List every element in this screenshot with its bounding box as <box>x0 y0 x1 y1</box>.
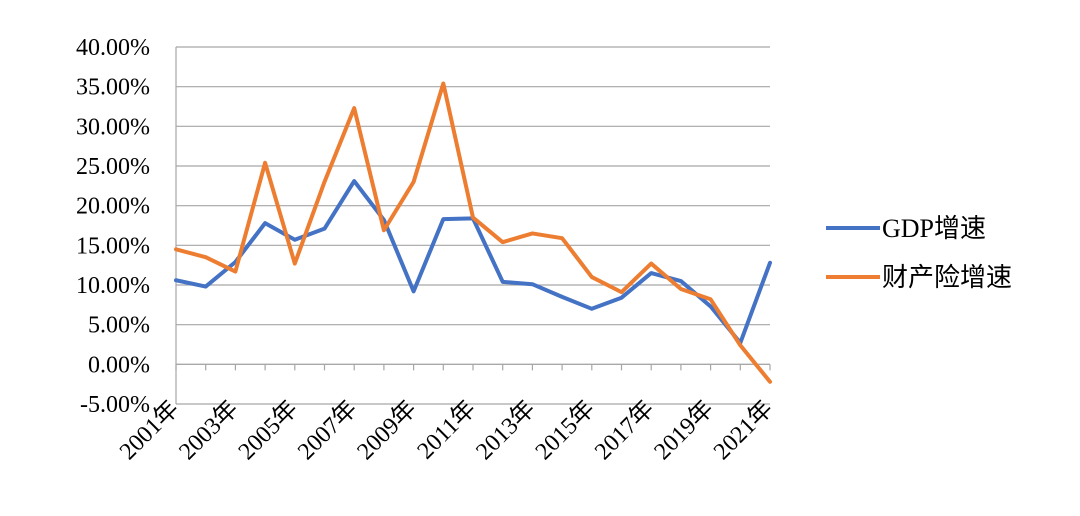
y-tick-label: 10.00% <box>76 273 150 299</box>
y-tick-label: 20.00% <box>76 194 150 220</box>
x-tick-label: 2019年 <box>649 395 719 465</box>
x-tick-label: 2017年 <box>589 395 659 465</box>
legend-label: GDP增速 <box>882 214 986 243</box>
x-tick-label: 2015年 <box>530 395 600 465</box>
x-tick-label: 2021年 <box>708 395 778 465</box>
legend-label: 财产险增速 <box>882 263 1012 292</box>
x-tick-label: 2005年 <box>233 395 303 465</box>
series-1 <box>174 81 772 384</box>
y-tick-label: 15.00% <box>76 233 150 259</box>
y-tick-label: -5.00% <box>80 392 150 418</box>
y-tick-label: 30.00% <box>76 114 150 140</box>
y-tick-label: 35.00% <box>76 75 150 101</box>
x-tick-label: 2003年 <box>174 395 244 465</box>
y-axis-ticks: 40.00% 35.00% 30.00% 25.00% 20.00% 15.00% 10.0… <box>76 35 150 418</box>
series-line <box>174 81 772 384</box>
y-tick-label: 40.00% <box>76 35 150 61</box>
x-tick-label: 2011年 <box>412 395 481 464</box>
x-axis-ticks: 2001年2003年2005年2007年2009年2011年2013年2015年… <box>114 395 778 465</box>
axes <box>175 47 771 404</box>
x-tick-label: 2013年 <box>471 395 541 465</box>
y-tick-label: 25.00% <box>76 154 150 180</box>
y-tick-label: 0.00% <box>88 352 150 378</box>
x-tick-label: 2007年 <box>292 395 362 465</box>
series-lines <box>174 81 772 384</box>
y-tick-label: 5.00% <box>88 313 150 339</box>
x-tick-label: 2009年 <box>352 395 422 465</box>
